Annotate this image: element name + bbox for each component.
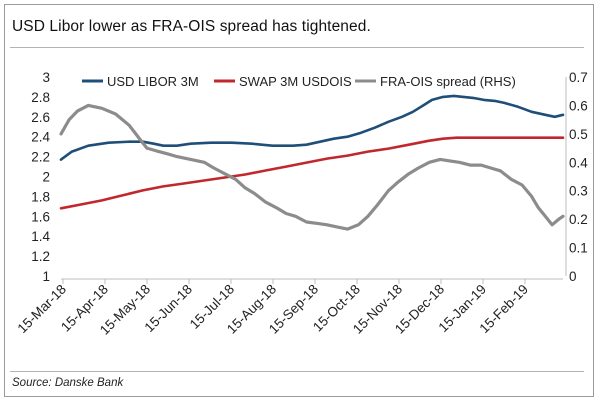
left-tick-label: 1 <box>42 269 50 284</box>
title-divider <box>10 47 584 48</box>
chart-lines <box>59 94 565 231</box>
chart-frame <box>4 4 594 397</box>
legend-label: SWAP 3M USDOIS <box>239 74 352 89</box>
right-axis-ticks: 0.7 0.6 0.5 0.4 0.3 0.2 0.1 0 <box>565 70 588 284</box>
right-tick-label: 0.1 <box>569 241 588 256</box>
left-tick-label: 3 <box>42 70 50 85</box>
left-tick-label: 1.6 <box>31 209 50 224</box>
legend-label: FRA-OIS spread (RHS) <box>380 74 516 89</box>
right-tick-label: 0.5 <box>569 127 588 142</box>
left-tick-label: 1.8 <box>31 189 50 204</box>
right-tick-label: 0.7 <box>569 70 588 85</box>
left-tick-label: 2.4 <box>31 130 50 145</box>
left-tick-label: 1.2 <box>31 249 50 264</box>
source-divider <box>10 371 584 372</box>
series-line-swap-3m-usdois <box>59 136 565 210</box>
right-tick-label: 0.4 <box>569 155 588 170</box>
chart-source: Source: Danske Bank <box>12 377 124 389</box>
series-line-fra-ois-spread-rhs <box>59 103 565 231</box>
chart-title: USD Libor lower as FRA-OIS spread has ti… <box>12 18 371 35</box>
series-line-usd-libor-3m <box>59 94 565 161</box>
chart-legend: USD LIBOR 3M SWAP 3M USDOIS FRA-OIS spread… <box>82 74 516 89</box>
right-tick-label: 0.6 <box>569 98 588 113</box>
left-tick-label: 2 <box>42 170 50 185</box>
left-tick-label: 1.4 <box>31 229 50 244</box>
x-axis: 15-Mar-1815-Apr-1815-May-1815-Jun-1815-J… <box>14 278 563 338</box>
right-tick-label: 0.3 <box>569 184 588 199</box>
right-tick-label: 0 <box>569 269 577 284</box>
left-tick-label: 2.2 <box>31 150 50 165</box>
left-tick-label: 2.8 <box>31 90 50 105</box>
right-tick-label: 0.2 <box>569 212 588 227</box>
legend-label: USD LIBOR 3M <box>107 74 199 89</box>
left-axis-ticks: 3 2.8 2.6 2.4 2.2 2 1.8 1.6 1.4 1.2 1 <box>31 70 50 284</box>
left-tick-label: 2.6 <box>31 110 50 125</box>
